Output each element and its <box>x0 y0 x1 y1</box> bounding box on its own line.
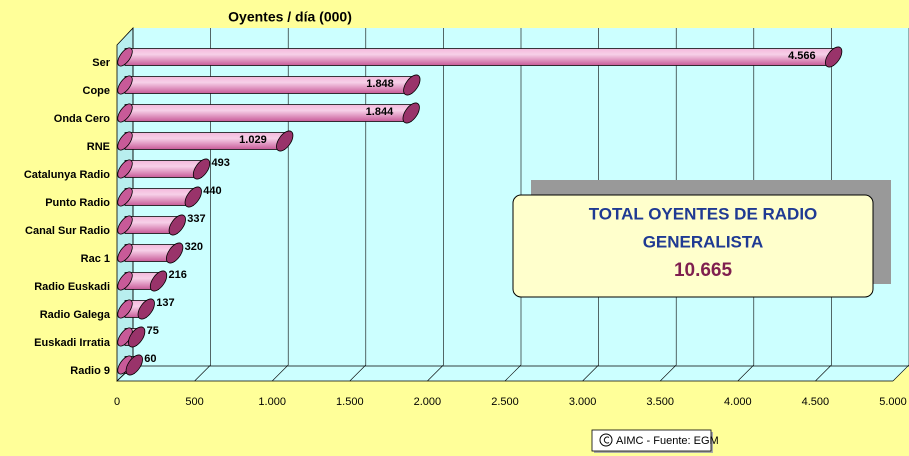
grid-line <box>504 364 522 382</box>
data-label: 216 <box>169 269 187 281</box>
bar-end-cap <box>117 299 133 319</box>
annotation: TOTAL OYENTES DE RADIO <box>589 204 818 223</box>
grid-line <box>271 364 289 382</box>
y-tick-label: RNE <box>87 141 110 153</box>
x-tick-label: 4.500 <box>802 396 830 408</box>
grid-line <box>582 364 599 382</box>
data-label: 4.566 <box>788 50 816 62</box>
x-tick-label: 2.000 <box>414 396 442 408</box>
bar-cap <box>128 326 146 348</box>
bar-cap <box>276 130 294 152</box>
bar <box>117 102 420 124</box>
grid-line <box>194 364 211 382</box>
bar-cap <box>149 270 168 292</box>
bar-end-cap <box>117 103 133 123</box>
bar-cap <box>137 298 155 320</box>
data-label: 1.844 <box>366 106 394 118</box>
bar-cap <box>168 214 186 236</box>
grid-line <box>737 364 755 382</box>
y-tick-label: Radio Galega <box>40 309 111 321</box>
x-tick-label: 5.000 <box>879 396 907 408</box>
bar <box>117 298 155 320</box>
bar-end-cap <box>117 215 133 235</box>
y-tick-label: Canal Sur Radio <box>25 225 110 237</box>
x-tick-label: 1.000 <box>258 396 286 408</box>
bar <box>117 46 843 68</box>
grid-line <box>427 364 444 382</box>
bar-end-cap <box>117 159 133 179</box>
bar-cap <box>166 242 184 264</box>
bar-cap <box>125 354 143 376</box>
bar-end-cap <box>117 187 133 207</box>
data-label: 1.848 <box>366 78 394 90</box>
copyright-icon <box>603 436 610 444</box>
y-tick-label: Onda Cero <box>54 113 111 125</box>
data-label: 1.029 <box>239 134 267 146</box>
copyright-icon <box>599 433 613 447</box>
data-label: 440 <box>203 185 221 197</box>
data-label: 75 <box>147 325 159 337</box>
annotation-total: 10.665 <box>674 260 733 281</box>
y-tick-label: Catalunya Radio <box>24 169 110 181</box>
bar <box>117 130 294 152</box>
annotation: GENERALISTA <box>643 232 764 251</box>
bars <box>117 46 843 376</box>
grid-line <box>815 364 832 382</box>
x-tick-label: 3.000 <box>569 396 597 408</box>
bar <box>117 242 184 264</box>
bar-body <box>124 188 194 206</box>
y-tick-label: Cope <box>83 85 111 97</box>
x-tick-label: 3.500 <box>646 396 674 408</box>
x-tick-label: 4.000 <box>724 396 752 408</box>
bar-end-cap <box>117 75 133 95</box>
y-tick-label: Punto Radio <box>45 197 110 209</box>
y-tick-label: Rac 1 <box>81 253 110 265</box>
data-label: 137 <box>156 297 174 309</box>
bar-end-cap <box>117 243 133 263</box>
bar-end-cap <box>117 271 133 291</box>
data-label: 337 <box>187 213 205 225</box>
bar-cap <box>825 46 843 68</box>
bar <box>117 326 146 348</box>
x-tick-label: 1.500 <box>336 396 364 408</box>
bar-end-cap <box>117 47 133 67</box>
data-label: 60 <box>144 353 156 365</box>
bar <box>117 270 168 292</box>
grid-line <box>659 364 677 382</box>
bar <box>117 354 143 376</box>
bar <box>117 158 211 180</box>
bar-body <box>124 48 835 66</box>
x-tick-label: 0 <box>114 396 120 408</box>
chart-title: Oyentes / día (000) <box>228 9 352 25</box>
bar <box>117 214 186 236</box>
bar-cap <box>402 102 420 124</box>
y-tick-label: Euskadi Irratia <box>34 337 111 349</box>
x-tick-label: 2.500 <box>491 396 519 408</box>
data-label: 493 <box>212 157 230 169</box>
bar-end-cap <box>117 131 133 151</box>
bar-cap <box>403 74 421 96</box>
bar-cap <box>184 186 202 208</box>
bar-body <box>124 160 202 178</box>
x-tick-label: 500 <box>185 396 203 408</box>
y-tick-label: Ser <box>92 57 110 69</box>
bar <box>117 74 421 96</box>
y-tick-label: Radio 9 <box>70 365 110 377</box>
data-label: 320 <box>185 241 203 253</box>
bar-cap <box>192 158 211 180</box>
annotation-box <box>512 194 874 298</box>
source: AIMC - Fuente: EGM <box>616 435 719 447</box>
y-tick-label: Radio Euskadi <box>34 281 110 293</box>
bar <box>117 186 202 208</box>
grid-line <box>892 364 909 382</box>
source-box <box>591 429 712 452</box>
grid-line <box>349 364 367 382</box>
